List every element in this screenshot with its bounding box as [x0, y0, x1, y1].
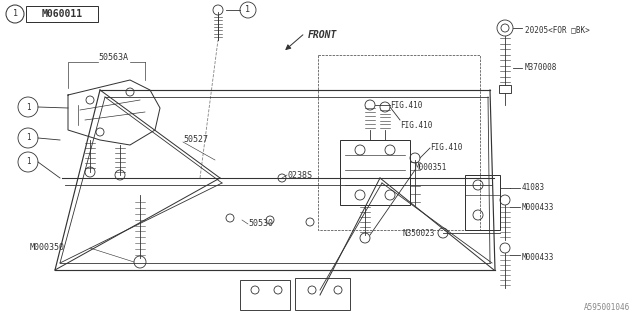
Text: 41083: 41083 [522, 183, 545, 193]
Text: FRONT: FRONT [308, 30, 337, 40]
Text: N350023: N350023 [403, 228, 435, 237]
Text: 50563A: 50563A [98, 53, 128, 62]
Text: A595001046: A595001046 [584, 303, 630, 312]
Text: 50527: 50527 [183, 135, 208, 145]
Text: 20205<FOR □BK>: 20205<FOR □BK> [525, 26, 589, 35]
Text: 1: 1 [26, 157, 30, 166]
Bar [240, 280, 290, 310]
Text: FIG.410: FIG.410 [390, 100, 422, 109]
Bar [295, 278, 350, 310]
Bar [499, 85, 511, 93]
Bar [26, 6, 98, 22]
Text: 0238S: 0238S [287, 171, 312, 180]
Text: 50530: 50530 [248, 220, 273, 228]
Text: 1: 1 [246, 5, 250, 14]
Bar [340, 140, 410, 205]
Text: 1: 1 [13, 10, 17, 19]
Text: M370008: M370008 [525, 63, 557, 73]
Text: M000351: M000351 [415, 164, 447, 172]
Text: M000433: M000433 [522, 253, 554, 262]
Bar [465, 175, 500, 230]
Text: M060011: M060011 [42, 9, 83, 19]
Text: 1: 1 [26, 102, 30, 111]
Text: FIG.410: FIG.410 [430, 143, 462, 153]
Text: M000350: M000350 [30, 244, 65, 252]
Text: FIG.410: FIG.410 [400, 121, 433, 130]
Text: M000433: M000433 [522, 204, 554, 212]
Text: 1: 1 [26, 133, 30, 142]
